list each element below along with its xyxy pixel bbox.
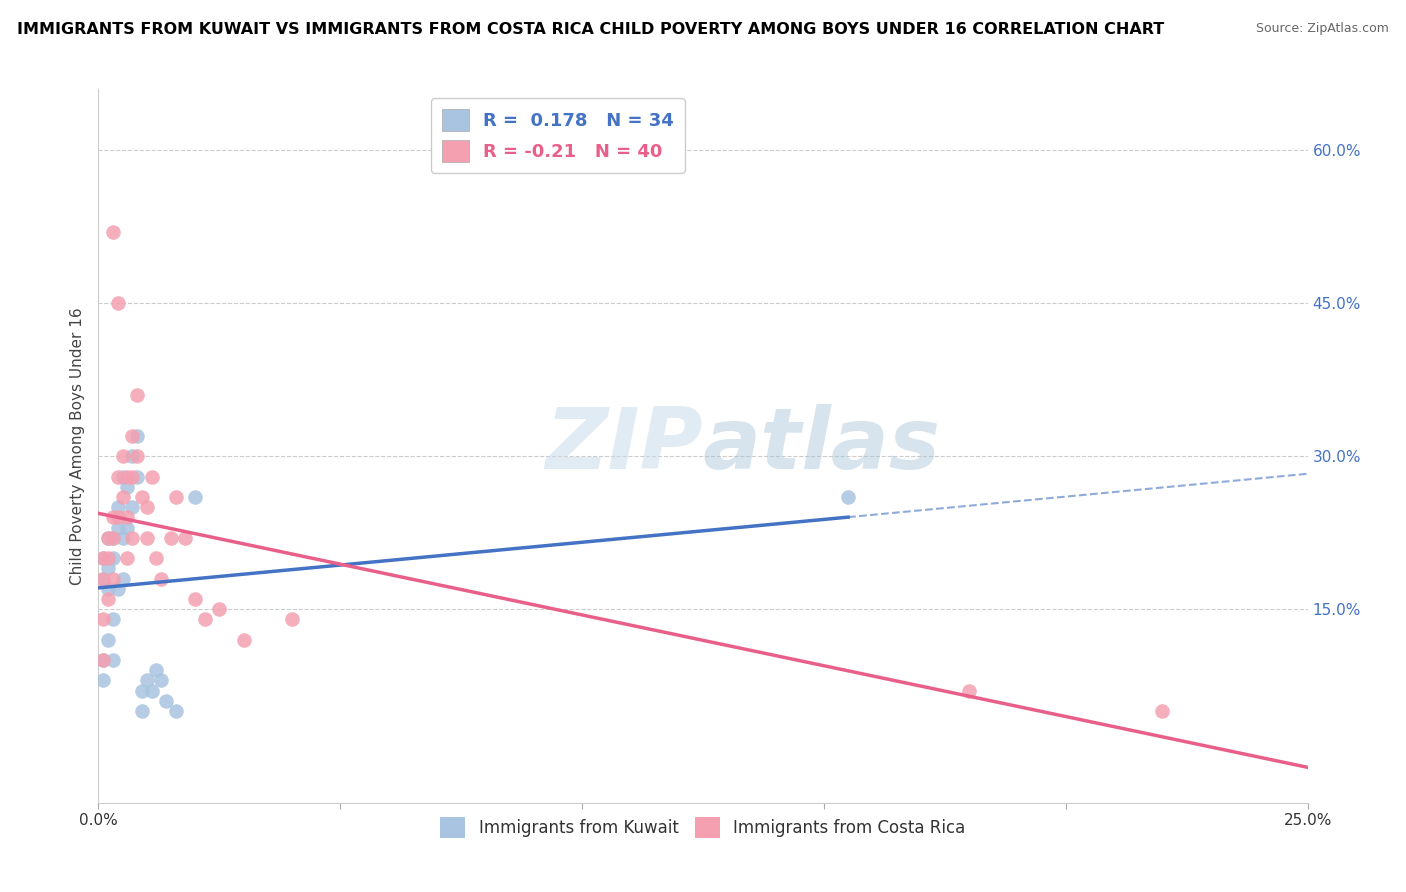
Point (165, 490, 187, 504)
Point (111, 490, 134, 504)
Point (150, 572, 173, 586)
Point (174, 531, 197, 545)
Point (107, 520, 129, 534)
Point (111, 531, 134, 545)
Point (135, 500, 157, 515)
Y-axis label: Child Poverty Among Boys Under 16: Child Poverty Among Boys Under 16 (69, 307, 84, 585)
Point (121, 469, 143, 483)
Point (837, 490, 859, 504)
Point (91, 551, 114, 566)
Point (184, 591, 207, 606)
Point (101, 551, 124, 566)
Point (111, 449, 134, 463)
Point (131, 683, 153, 698)
Point (127, 469, 149, 483)
Point (91, 572, 114, 586)
Point (91, 572, 114, 586)
Point (155, 694, 177, 708)
Point (131, 704, 153, 718)
Point (141, 469, 163, 483)
Point (121, 429, 143, 443)
Point (107, 500, 129, 515)
Point (194, 612, 217, 626)
Text: ZIP: ZIP (546, 404, 703, 488)
Point (145, 551, 167, 566)
Point (107, 582, 129, 596)
Point (97, 582, 120, 596)
Point (121, 500, 143, 515)
Point (101, 572, 124, 586)
Point (97, 531, 120, 545)
Point (97, 632, 120, 647)
Point (91, 612, 114, 626)
Point (97, 531, 120, 545)
Point (160, 531, 183, 545)
Point (111, 572, 134, 586)
Point (131, 490, 153, 504)
Point (101, 612, 124, 626)
Point (117, 469, 139, 483)
Point (111, 469, 134, 483)
Point (91, 551, 114, 566)
Point (135, 531, 157, 545)
Point (91, 673, 114, 688)
Point (232, 632, 254, 647)
Point (107, 296, 129, 310)
Text: atlas: atlas (703, 404, 941, 488)
Point (101, 531, 124, 545)
Point (101, 531, 124, 545)
Point (117, 510, 139, 524)
Point (97, 591, 120, 606)
Point (150, 673, 173, 688)
Point (957, 683, 980, 698)
Point (91, 653, 114, 667)
Text: IMMIGRANTS FROM KUWAIT VS IMMIGRANTS FROM COSTA RICA CHILD POVERTY AMONG BOYS UN: IMMIGRANTS FROM KUWAIT VS IMMIGRANTS FRO… (17, 22, 1164, 37)
Point (165, 704, 187, 718)
Point (117, 480, 139, 494)
Point (97, 551, 120, 566)
Point (1152, 704, 1174, 718)
Point (121, 449, 143, 463)
Point (127, 429, 149, 443)
Legend: Immigrants from Kuwait, Immigrants from Costa Rica: Immigrants from Kuwait, Immigrants from … (433, 811, 973, 845)
Point (127, 388, 149, 402)
Point (107, 510, 129, 524)
Point (145, 663, 167, 677)
Point (208, 602, 231, 616)
Point (117, 520, 139, 534)
Point (107, 469, 129, 483)
Point (127, 449, 149, 463)
Point (117, 551, 139, 566)
Point (101, 225, 124, 239)
Point (101, 510, 124, 524)
Point (281, 612, 304, 626)
Point (135, 673, 157, 688)
Point (101, 653, 124, 667)
Point (184, 490, 207, 504)
Point (141, 683, 163, 698)
Text: Source: ZipAtlas.com: Source: ZipAtlas.com (1256, 22, 1389, 36)
Point (97, 561, 120, 575)
Point (121, 531, 143, 545)
Point (91, 653, 114, 667)
